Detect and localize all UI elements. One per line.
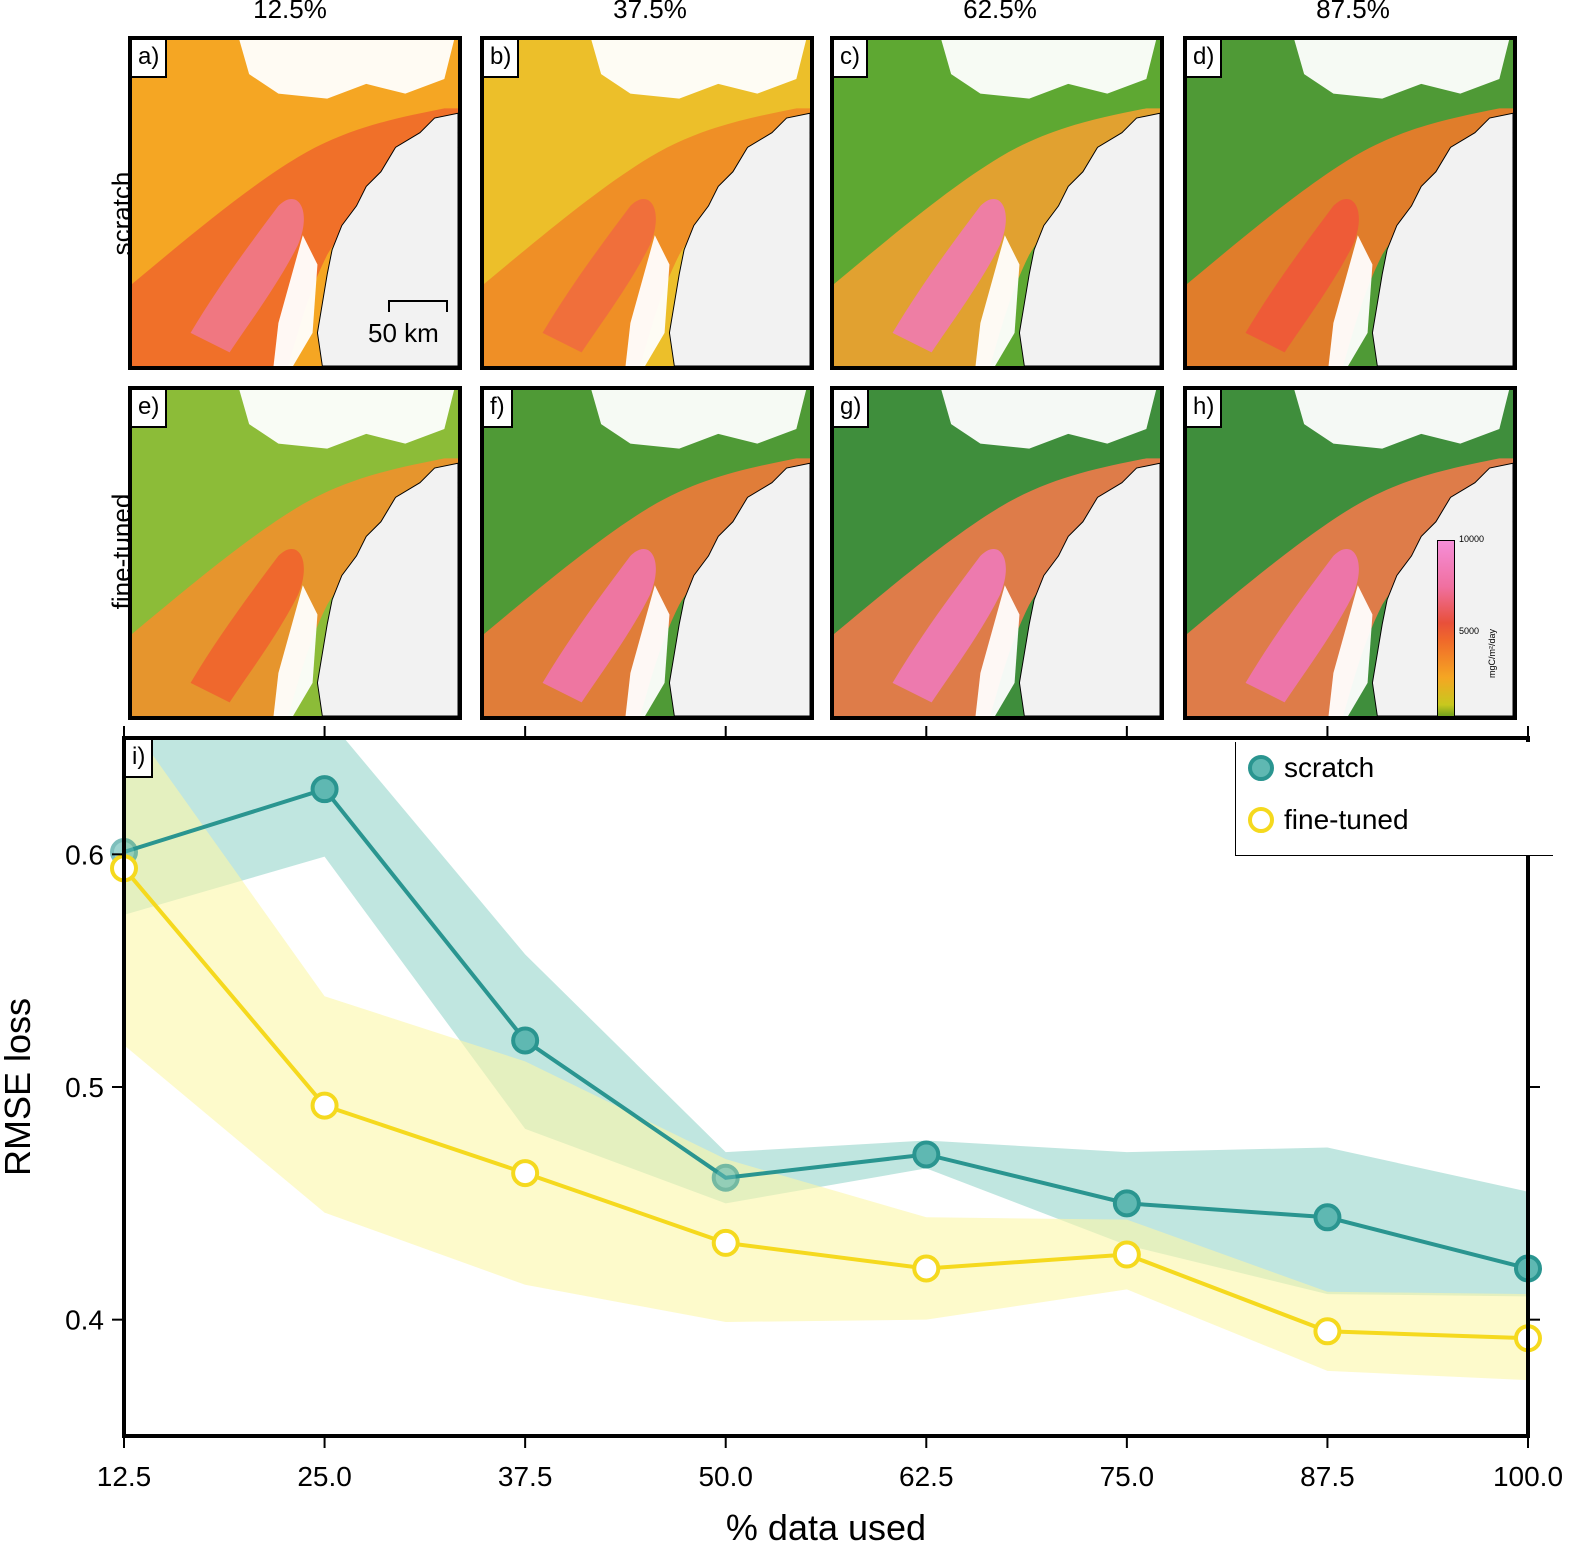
data-point-fine-tuned xyxy=(310,1091,339,1120)
data-point-fine-tuned xyxy=(912,1254,941,1283)
data-point-scratch xyxy=(1313,1203,1342,1232)
map-panel-d: d) xyxy=(1183,36,1517,370)
legend: scratch fine-tuned xyxy=(1235,742,1553,856)
map-image xyxy=(484,390,810,716)
map-panel-e: e) xyxy=(128,386,462,720)
map-image xyxy=(1187,40,1513,366)
series-line-scratch xyxy=(124,786,1528,1271)
x-tick-label: 37.5 xyxy=(498,1461,553,1492)
panel-label: d) xyxy=(1187,40,1223,78)
y-tick-label: 0.6 xyxy=(65,839,104,870)
data-point-scratch xyxy=(1112,1189,1141,1218)
colorbar-max-label: 10000 xyxy=(1459,534,1485,544)
column-title-2: 37.5% xyxy=(613,0,687,24)
legend-label-scratch: scratch xyxy=(1284,752,1375,783)
map-image xyxy=(132,390,458,716)
series-line-fine-tuned xyxy=(124,867,1528,1341)
legend-item-fine-tuned: fine-tuned xyxy=(1248,804,1409,836)
x-tick-label: 100.0 xyxy=(1493,1461,1563,1492)
y-tick-label: 0.4 xyxy=(65,1305,104,1336)
y-tick-label: 0.5 xyxy=(65,1072,104,1103)
panel-label: f) xyxy=(484,390,513,428)
column-title-1: 12.5% xyxy=(253,0,327,24)
map-panel-h: h) 10000 5000 mgC/m²/day xyxy=(1183,386,1517,720)
y-axis-label: RMSE loss xyxy=(0,998,38,1176)
x-tick-label: 62.5 xyxy=(899,1461,954,1492)
panel-label: g) xyxy=(834,390,870,428)
map-image xyxy=(484,40,810,366)
legend-marker-scratch xyxy=(1248,755,1274,781)
map-panel-c: c) xyxy=(830,36,1164,370)
x-tick-label: 87.5 xyxy=(1300,1461,1355,1492)
colorbar xyxy=(1437,540,1455,716)
confidence-band-scratch xyxy=(124,738,1528,1297)
map-panel-f: f) xyxy=(480,386,814,720)
map-image xyxy=(834,40,1160,366)
legend-label-fine-tuned: fine-tuned xyxy=(1284,804,1409,835)
data-point-fine-tuned xyxy=(711,1228,740,1257)
legend-item-scratch: scratch xyxy=(1248,752,1374,784)
data-point-fine-tuned xyxy=(1313,1317,1342,1346)
map-panel-a: a) 50 km xyxy=(128,36,462,370)
data-point-fine-tuned xyxy=(511,1159,540,1188)
column-title-4: 87.5% xyxy=(1316,0,1390,24)
map-image xyxy=(834,390,1160,716)
map-panel-b: b) xyxy=(480,36,814,370)
x-tick-label: 50.0 xyxy=(698,1461,753,1492)
panel-label: a) xyxy=(132,40,168,78)
panel-label: c) xyxy=(834,40,868,78)
panel-label: h) xyxy=(1187,390,1223,428)
data-point-scratch xyxy=(711,1163,740,1192)
colorbar-mid-label: 5000 xyxy=(1459,626,1480,636)
panel-label: b) xyxy=(484,40,520,78)
data-point-scratch xyxy=(511,1026,540,1055)
map-image xyxy=(132,40,458,366)
panel-label: e) xyxy=(132,390,168,428)
column-title-3: 62.5% xyxy=(963,0,1037,24)
data-point-scratch xyxy=(912,1140,941,1169)
x-tick-label: 75.0 xyxy=(1100,1461,1155,1492)
confidence-band-fine-tuned xyxy=(124,738,1528,1381)
scale-bar-label: 50 km xyxy=(368,318,439,348)
data-point-scratch xyxy=(310,775,339,804)
map-panel-g: g) xyxy=(830,386,1164,720)
chart-panel-label: i) xyxy=(126,740,154,778)
legend-marker-fine-tuned xyxy=(1248,807,1274,833)
x-axis-label: % data used xyxy=(726,1507,926,1548)
x-tick-label: 12.5 xyxy=(97,1461,152,1492)
data-point-fine-tuned xyxy=(1112,1240,1141,1269)
x-tick-label: 25.0 xyxy=(297,1461,352,1492)
